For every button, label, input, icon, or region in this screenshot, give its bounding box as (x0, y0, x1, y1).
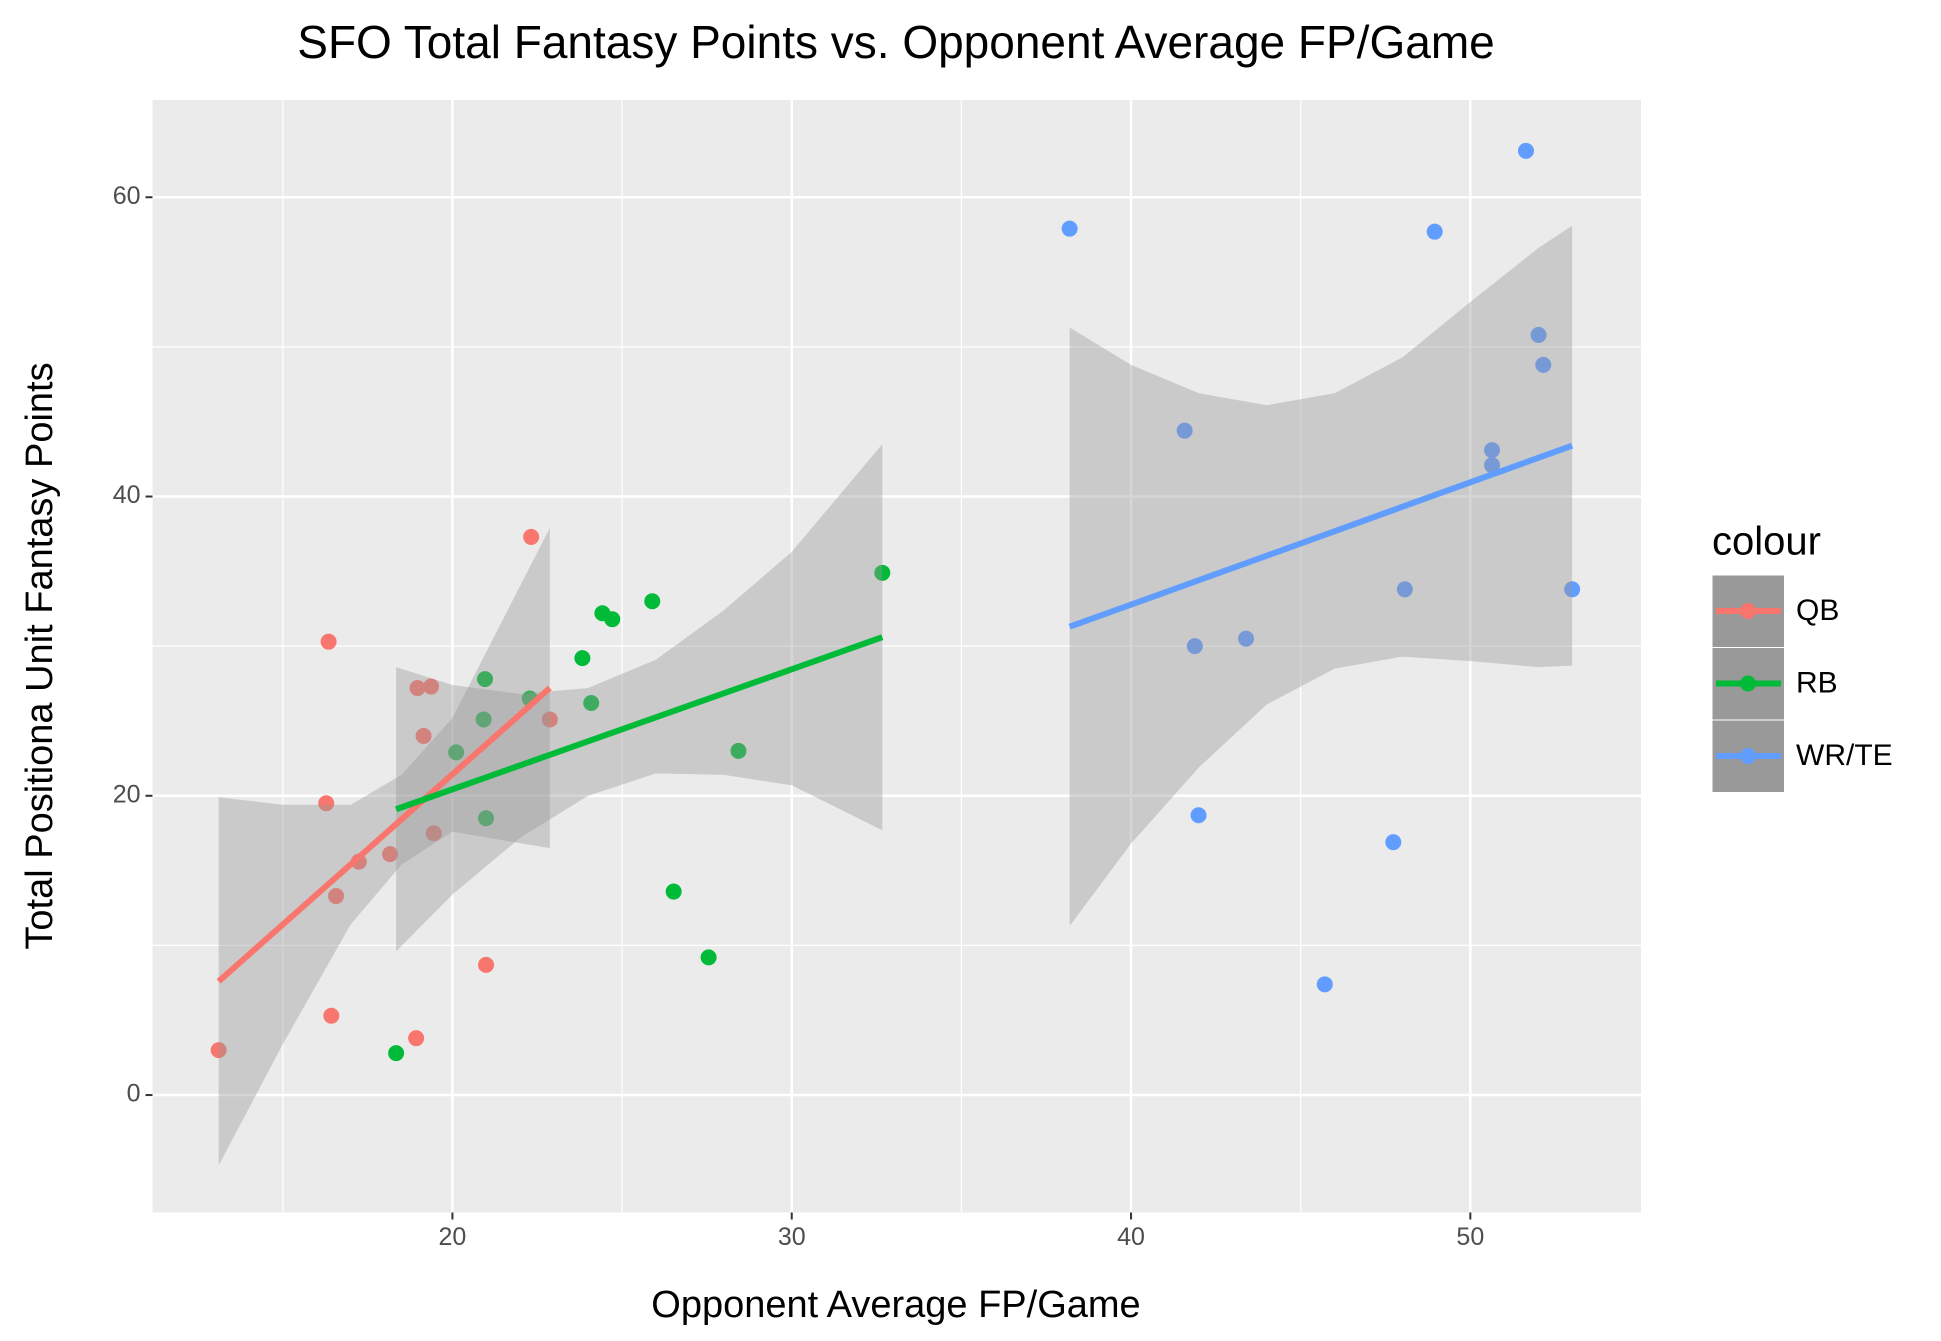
point (210, 1042, 227, 1059)
y-axis-label: Total Positiona Unit Fantasy Points (19, 362, 61, 949)
axes: 20 30 40 50 0 20 40 60 (113, 182, 1485, 1251)
fit-line (395, 634, 884, 813)
legend-label: WR/TE (1796, 739, 1893, 772)
legend-label: QB (1796, 594, 1839, 627)
point (1316, 976, 1333, 993)
legend: QB RB WR/TE (1711, 574, 1893, 793)
legend-key-point (1740, 675, 1756, 692)
point (408, 1030, 425, 1047)
point (448, 744, 465, 761)
point (409, 680, 426, 697)
point (318, 795, 335, 812)
fit-line (216, 685, 552, 984)
legend-title: colour (1712, 520, 1821, 564)
point (423, 678, 440, 695)
point (1517, 142, 1534, 159)
point (1186, 638, 1203, 655)
point (382, 846, 399, 863)
y-tick-label: 40 (113, 481, 141, 509)
point (1396, 581, 1413, 598)
confidence-band (218, 527, 550, 1166)
grid (152, 100, 1641, 1213)
point (1190, 807, 1207, 824)
confidence-band (396, 444, 883, 952)
x-tick-label: 40 (1117, 1223, 1145, 1251)
point (1176, 422, 1193, 439)
point (1535, 356, 1552, 373)
point (574, 650, 591, 667)
point (1530, 326, 1547, 343)
y-tick-label: 0 (127, 1080, 141, 1108)
point (1484, 457, 1501, 474)
point (478, 810, 495, 827)
point (665, 883, 682, 900)
fit-line (1068, 442, 1574, 630)
point (1484, 442, 1501, 459)
x-axis-label: Opponent Average FP/Game (651, 1284, 1140, 1326)
point (583, 695, 600, 712)
chart-title: SFO Total Fantasy Points vs. Opponent Av… (297, 16, 1494, 68)
point (874, 564, 891, 581)
point (1238, 630, 1255, 647)
x-tick-label: 50 (1456, 1223, 1484, 1251)
point (425, 825, 442, 842)
point (1061, 220, 1078, 237)
x-tick-label: 30 (778, 1223, 806, 1251)
point (477, 671, 494, 688)
point (1385, 834, 1402, 851)
point (475, 711, 492, 728)
point (328, 888, 345, 905)
legend-key-point (1740, 748, 1756, 764)
point (388, 1045, 405, 1062)
point (604, 611, 621, 628)
point (644, 593, 661, 610)
point (320, 633, 337, 650)
point (478, 956, 495, 973)
point (700, 949, 717, 966)
legend-key-point (1740, 603, 1756, 619)
marks (210, 142, 1581, 1166)
y-tick-label: 20 (113, 780, 141, 808)
x-tick-label: 20 (439, 1223, 467, 1251)
panel (152, 100, 1641, 1213)
point (1564, 581, 1581, 598)
point (730, 742, 747, 759)
confidence-band (1069, 225, 1573, 926)
point (541, 711, 558, 728)
point (415, 727, 432, 744)
point (523, 528, 540, 545)
point (1426, 223, 1443, 240)
point (323, 1007, 340, 1024)
y-tick-label: 60 (113, 182, 141, 210)
legend-label: RB (1796, 666, 1838, 699)
